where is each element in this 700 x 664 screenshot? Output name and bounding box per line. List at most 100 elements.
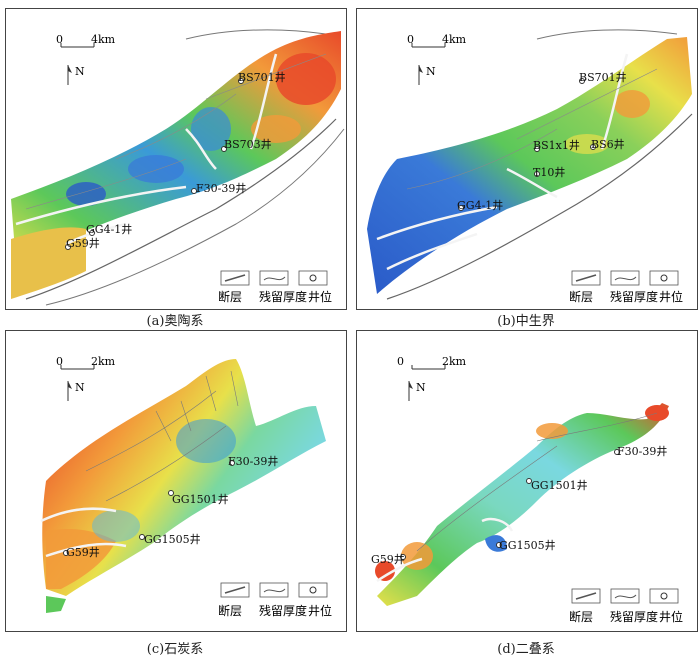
well-marker xyxy=(534,146,540,152)
map-d: 0 2km N F30-39井 GG1501井 GG1505井 G59井 断层 … xyxy=(371,355,683,624)
well-marker xyxy=(168,490,174,496)
well-marker xyxy=(458,205,464,211)
legend-fault: 断层 xyxy=(569,609,593,624)
well-label: BS703井 xyxy=(224,137,272,151)
legend: 断层 残留厚度 井位 xyxy=(569,588,683,624)
caption-a: (a)奥陶系 xyxy=(146,314,204,329)
legend-thickness: 残留厚度 xyxy=(259,603,307,618)
contour-legend-icon xyxy=(614,276,637,281)
thickness-area xyxy=(176,419,236,463)
north-arrow: N xyxy=(418,65,436,85)
legend-thickness: 残留厚度 xyxy=(610,609,658,624)
well-marker xyxy=(191,188,197,194)
well-legend-icon xyxy=(660,592,668,600)
thickness-area xyxy=(92,510,140,542)
boundary-line xyxy=(45,128,345,306)
thickness-area xyxy=(66,182,106,206)
well-marker xyxy=(400,554,406,560)
well-label: GG1505井 xyxy=(144,532,201,546)
scale-start: 0 xyxy=(56,355,63,368)
well-marker xyxy=(526,478,532,484)
boundary-line xyxy=(386,113,693,300)
map-c: 0 2km N F30-39井 GG1501井 GG1505井 G59井 断层 … xyxy=(40,355,332,618)
thickness-area xyxy=(367,37,692,294)
thickness-area xyxy=(377,403,669,606)
north-arrow: N xyxy=(67,65,85,85)
well-marker xyxy=(579,78,585,84)
well-label: G59井 xyxy=(66,545,100,559)
scale-end: 2km xyxy=(442,355,467,368)
well-marker xyxy=(221,146,227,152)
thickness-area xyxy=(485,535,507,552)
scale-end: 4km xyxy=(91,33,116,46)
caption-c: (c)石炭系 xyxy=(146,642,204,657)
north-arrow: N xyxy=(408,381,426,401)
well-marker xyxy=(139,534,145,540)
thickness-area xyxy=(11,31,341,264)
contour-lines xyxy=(25,53,327,210)
well-marker xyxy=(614,449,620,455)
legend-thickness: 残留厚度 xyxy=(610,289,658,304)
north-label: N xyxy=(75,381,85,394)
thickness-area xyxy=(375,561,395,581)
fault-lines xyxy=(15,53,278,246)
well-marker xyxy=(496,542,502,548)
fault-legend-icon xyxy=(224,586,246,594)
well-legend-icon xyxy=(660,274,668,282)
well-label: GG1501井 xyxy=(531,478,588,492)
fault-lines xyxy=(40,507,127,558)
well-label: BS6井 xyxy=(591,137,625,151)
contour-lines xyxy=(406,68,658,190)
well-label: BS701井 xyxy=(238,70,286,84)
well-marker xyxy=(63,550,69,556)
contour-legend-icon xyxy=(614,594,637,599)
well-label: F30-39井 xyxy=(228,454,278,468)
map-a: 0 4km N BS701井 BS703井 F30-39井 GG4-1井 G59… xyxy=(11,29,345,306)
fault-lines xyxy=(376,53,629,271)
scale-bar: 0 4km xyxy=(407,33,467,48)
panel-c: 0 2km N F30-39井 GG1501井 GG1505井 G59井 断层 … xyxy=(5,330,347,632)
fault-lines xyxy=(376,517,514,583)
well-label: T10井 xyxy=(533,165,565,179)
well-marker xyxy=(65,244,71,250)
legend-fault: 断层 xyxy=(218,289,242,304)
contour-legend-icon xyxy=(263,588,286,593)
thickness-area xyxy=(251,115,301,143)
well-label: G59井 xyxy=(66,236,100,250)
well-legend-icon xyxy=(309,586,317,594)
well-label: BS1x1井 xyxy=(533,138,580,152)
thickness-area xyxy=(128,155,184,183)
thickness-area xyxy=(565,134,609,154)
panel-b: 0 4km N BS701井 BS1x1井 BS6井 T10井 GG4-1井 断… xyxy=(356,8,698,310)
well-marker xyxy=(89,230,95,236)
scale-end: 4km xyxy=(442,33,467,46)
caption-d: (d)二叠系 xyxy=(497,642,555,657)
north-label: N xyxy=(416,381,426,394)
map-b: 0 4km N BS701井 BS1x1井 BS6井 T10井 GG4-1井 断… xyxy=(367,29,693,304)
boundary-line xyxy=(536,29,678,40)
legend-fault: 断层 xyxy=(218,603,242,618)
well-marker xyxy=(238,78,244,84)
scale-end: 2km xyxy=(91,355,116,368)
legend-well: 井位 xyxy=(659,289,683,304)
scale-bar: 0 2km xyxy=(397,355,467,370)
scale-bar: 0 4km xyxy=(56,33,116,48)
caption-b: (b)中生界 xyxy=(497,314,555,329)
well-marker xyxy=(534,171,540,177)
legend-thickness: 残留厚度 xyxy=(259,289,307,304)
well-label: BS701井 xyxy=(579,70,627,84)
well-marker xyxy=(590,144,596,150)
well-label: GG1501井 xyxy=(172,492,229,506)
thickness-area xyxy=(614,90,650,118)
well-label: GG4-1井 xyxy=(457,198,503,212)
north-label: N xyxy=(426,65,436,78)
legend-well: 井位 xyxy=(308,289,332,304)
scale-start: 0 xyxy=(407,33,414,46)
contour-lines xyxy=(85,370,239,502)
panel-a: 0 4km N BS701井 BS703井 F30-39井 GG4-1井 G59… xyxy=(5,8,347,310)
boundary-line xyxy=(25,118,337,300)
well-label: G59井 xyxy=(371,552,405,566)
scale-start: 0 xyxy=(397,355,404,368)
fault-legend-icon xyxy=(224,274,246,282)
scale-bar: 0 2km xyxy=(56,355,116,370)
